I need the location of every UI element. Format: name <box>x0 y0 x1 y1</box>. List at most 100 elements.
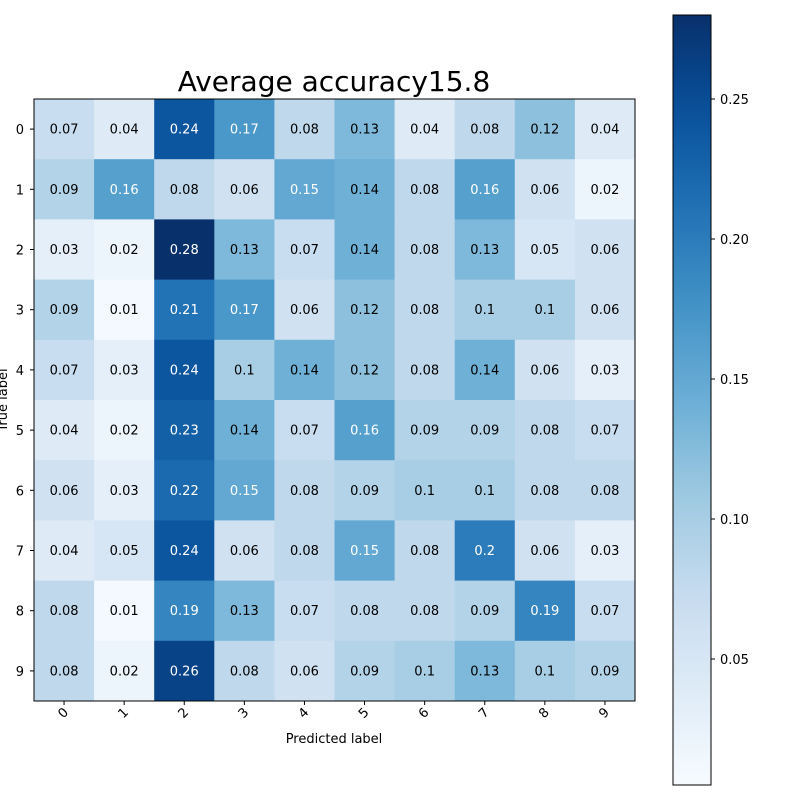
cell-value-label: 0.1 <box>234 363 255 378</box>
cell-value-label: 0.07 <box>290 243 319 258</box>
cell-value-label: 0.06 <box>530 183 559 198</box>
cell-value-label: 0.06 <box>290 664 319 679</box>
heatmap-cell <box>94 640 155 702</box>
heatmap-cell <box>34 400 95 461</box>
cell-value-label: 0.13 <box>230 243 259 258</box>
cell-value-label: 0.19 <box>530 604 559 619</box>
cell-value-label: 0.13 <box>350 123 379 138</box>
cell-value-label: 0.07 <box>50 363 79 378</box>
heatmap-cell <box>94 279 155 341</box>
heatmap-cell <box>334 279 396 341</box>
y-tick-label: 9 <box>16 665 24 680</box>
cell-value-label: 0.17 <box>230 123 259 138</box>
heatmap-cell <box>334 339 396 401</box>
heatmap-cell <box>334 580 396 642</box>
heatmap-cell <box>154 640 215 702</box>
cell-value-label: 0.04 <box>50 544 79 559</box>
heatmap-cell <box>454 219 516 281</box>
cell-value-label: 0.24 <box>170 363 199 378</box>
heatmap-cell <box>34 640 95 702</box>
heatmap-cell <box>514 460 576 521</box>
heatmap-cell <box>514 400 576 461</box>
heatmap-cell <box>34 520 95 582</box>
cell-value-label: 0.17 <box>230 303 259 318</box>
cell-value-label: 0.01 <box>110 303 139 318</box>
y-tick-label: 4 <box>16 364 24 379</box>
heatmap-cell <box>514 520 576 582</box>
cell-value-label: 0.05 <box>530 243 559 258</box>
heatmap-cell <box>394 400 456 461</box>
cell-value-label: 0.02 <box>110 243 139 258</box>
heatmap-cell <box>34 460 95 521</box>
cell-value-label: 0.06 <box>590 243 619 258</box>
cell-value-label: 0.08 <box>530 424 559 439</box>
heatmap-cell <box>154 400 215 461</box>
cell-value-label: 0.04 <box>110 123 139 138</box>
heatmap-cell <box>334 400 396 461</box>
cell-value-label: 0.09 <box>410 424 439 439</box>
plot-frame <box>33 98 636 702</box>
heatmap-cell <box>394 279 456 341</box>
cell-value-label: 0.1 <box>535 664 556 679</box>
y-tick-label: 3 <box>16 304 24 319</box>
heatmap-cell <box>214 520 275 582</box>
heatmap-cell <box>574 580 636 642</box>
colorbar-tick-label: 0.10 <box>720 513 749 528</box>
cell-value-label: 0.08 <box>410 604 439 619</box>
cell-value-label: 0.14 <box>290 363 319 378</box>
heatmap-cell <box>274 279 335 341</box>
heatmap-cell <box>394 460 456 521</box>
cell-value-label: 0.1 <box>535 303 556 318</box>
heatmap-cell <box>274 159 335 220</box>
heatmap-cell <box>274 520 335 582</box>
cell-value-label: 0.07 <box>590 604 619 619</box>
x-tick-label: 4 <box>296 705 312 721</box>
heatmap-cell <box>514 279 576 341</box>
heatmap-cell <box>214 640 275 702</box>
cell-value-label: 0.03 <box>590 544 619 559</box>
cell-value-label: 0.24 <box>170 544 199 559</box>
cell-value-label: 0.09 <box>470 604 499 619</box>
cell-value-label: 0.08 <box>230 664 259 679</box>
cell-value-label: 0.1 <box>414 484 435 499</box>
cell-value-label: 0.14 <box>230 424 259 439</box>
cell-value-label: 0.13 <box>230 604 259 619</box>
cell-value-label: 0.02 <box>110 424 139 439</box>
heatmap-cell <box>514 219 576 281</box>
heatmap-cell <box>274 339 335 401</box>
cell-value-label: 0.09 <box>50 183 79 198</box>
heatmap-cell <box>34 219 95 281</box>
heatmap-cell <box>154 99 215 160</box>
heatmap-cell <box>454 279 516 341</box>
cell-value-label: 0.06 <box>230 183 259 198</box>
cell-value-label: 0.07 <box>290 604 319 619</box>
heatmap-cell <box>334 99 396 160</box>
cell-value-label: 0.14 <box>350 183 379 198</box>
heatmap-cell <box>574 99 636 160</box>
cell-value-label: 0.04 <box>50 424 79 439</box>
cell-value-label: 0.03 <box>110 484 139 499</box>
x-axis-label: Predicted label <box>286 732 383 747</box>
heatmap-cell <box>394 219 456 281</box>
heatmap-cell <box>214 339 275 401</box>
cell-value-label: 0.15 <box>350 544 379 559</box>
heatmap-cell <box>514 580 576 642</box>
cell-value-label: 0.08 <box>290 544 319 559</box>
cell-value-label: 0.15 <box>230 484 259 499</box>
heatmap-cell <box>454 339 516 401</box>
heatmap-cell <box>154 339 215 401</box>
cell-value-label: 0.23 <box>170 424 199 439</box>
cell-value-label: 0.08 <box>530 484 559 499</box>
heatmap-cell <box>154 159 215 220</box>
cell-value-label: 0.08 <box>410 363 439 378</box>
cell-value-label: 0.08 <box>410 183 439 198</box>
cell-value-label: 0.08 <box>590 484 619 499</box>
heatmap-cell <box>454 400 516 461</box>
heatmap-cell <box>574 159 636 220</box>
heatmap-cell <box>214 99 275 160</box>
x-axis-ticks: 0 1 2 3 4 5 6 7 8 9 <box>55 701 613 722</box>
y-tick-label: 1 <box>16 183 24 198</box>
heatmap-cell <box>334 159 396 220</box>
cell-value-label: 0.2 <box>474 544 495 559</box>
